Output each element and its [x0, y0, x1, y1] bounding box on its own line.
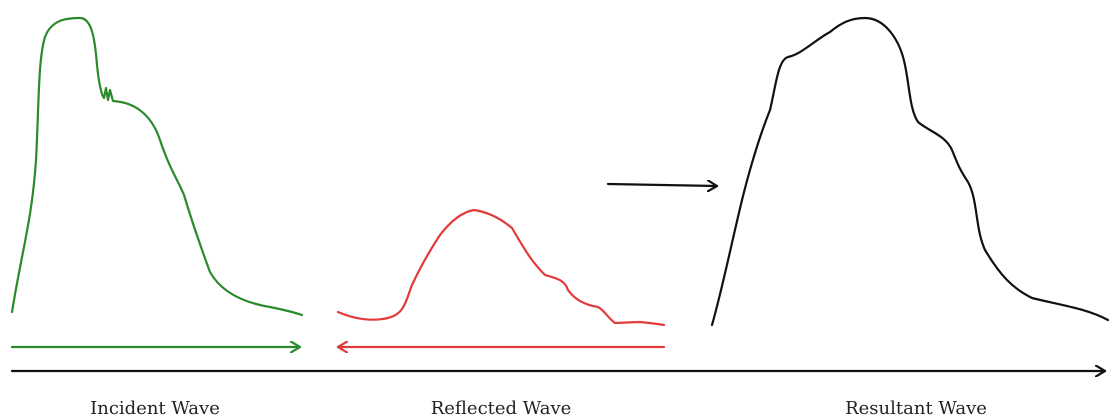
resultant-wave-caption: Resultant Wave [845, 398, 987, 419]
reflected-wave-caption: Reflected Wave [431, 398, 572, 419]
combine-arrow [606, 184, 719, 186]
incident-wave-caption: Incident Wave [90, 398, 220, 419]
incident-wave-curve [10, 16, 304, 317]
reflected-wave-curve [336, 208, 666, 327]
resultant-wave-curve [710, 16, 1109, 327]
